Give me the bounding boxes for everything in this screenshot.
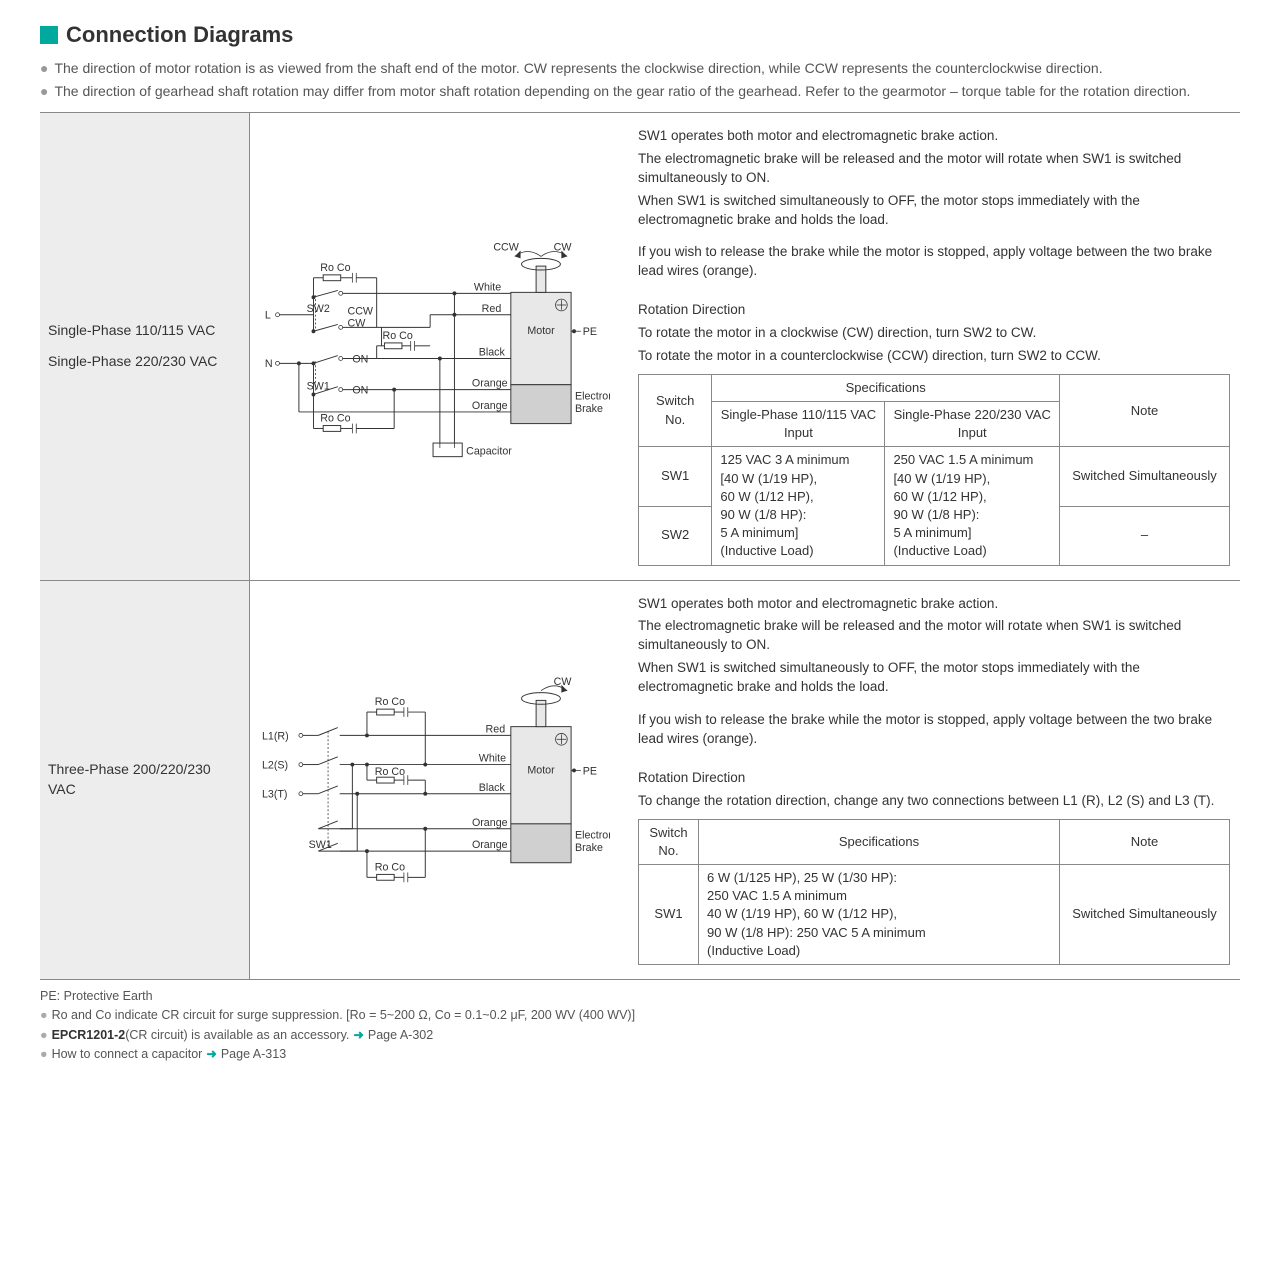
th-switch: Switch No. [639,819,699,864]
svg-text:PE: PE [583,327,597,339]
cell-spec: 6 W (1/125 HP), 25 W (1/30 HP): 250 VAC … [699,864,1060,964]
svg-text:L2(S): L2(S) [262,759,288,771]
svg-text:White: White [479,752,506,764]
svg-text:Orange: Orange [472,839,508,851]
svg-text:Ro Co: Ro Co [375,766,405,778]
cell-sw: SW2 [639,506,712,565]
wiring-diagram: CCW CW Motor PE Electromagnetic Brake L … [250,113,620,580]
th-sub2: Single-Phase 220/230 VAC Input [885,402,1060,447]
spec-table: Switch No. Specifications Note Single-Ph… [638,374,1230,566]
svg-text:Brake: Brake [575,842,603,854]
spec-table: Switch No. Specifications Note SW1 6 W (… [638,819,1230,965]
voltage-label-cell: Three-Phase 200/220/230 VAC [40,581,250,979]
svg-text:CCW: CCW [348,306,374,318]
svg-text:ON: ON [352,385,368,397]
svg-text:L1(R): L1(R) [262,730,289,742]
svg-text:SW1: SW1 [307,381,330,393]
cell-note: Switched Simultaneously [1060,864,1230,964]
cell-note: – [1060,506,1230,565]
svg-text:Electromagnetic: Electromagnetic [575,391,610,403]
svg-text:L3(T): L3(T) [262,788,288,800]
intro-note: ● The direction of gearhead shaft rotati… [40,82,1240,102]
voltage-label: Single-Phase 220/230 VAC [48,352,241,372]
info-text: To change the rotation direction, change… [638,792,1230,811]
svg-text:SW2: SW2 [307,303,330,315]
svg-text:Motor: Motor [527,764,555,776]
svg-text:CCW: CCW [493,242,519,254]
footnote-rc: ●Ro and Co indicate CR circuit for surge… [40,1007,1240,1025]
intro-note: ● The direction of motor rotation is as … [40,59,1240,79]
svg-text:Red: Red [482,303,502,315]
svg-text:Motor: Motor [527,326,555,338]
info-text: When SW1 is switched simultaneously to O… [638,659,1230,697]
svg-text:Orange: Orange [472,378,508,390]
svg-text:Ro Co: Ro Co [383,330,413,342]
th-spec: Specifications [712,374,1060,401]
rotation-heading: Rotation Direction [638,301,1230,320]
info-text: If you wish to release the brake while t… [638,711,1230,749]
cell-note: Switched Simultaneously [1060,447,1230,506]
rotation-heading: Rotation Direction [638,769,1230,788]
footnotes: PE: Protective Earth ●Ro and Co indicate… [40,988,1240,1064]
info-text: The electromagnetic brake will be releas… [638,617,1230,655]
svg-text:Capacitor: Capacitor [466,446,512,458]
svg-text:White: White [474,282,501,294]
section-title: Connection Diagrams [40,20,1240,51]
th-note: Note [1060,819,1230,864]
footnote-cap: ●How to connect a capacitor➜Page A-313 [40,1046,1240,1064]
section-three-phase: Three-Phase 200/220/230 VAC CW Motor PE … [40,581,1240,980]
intro-note-text: The direction of gearhead shaft rotation… [54,82,1240,102]
footnote-pe: PE: Protective Earth [40,988,1240,1006]
th-switch: Switch No. [639,374,712,447]
th-note: Note [1060,374,1230,447]
voltage-label: Three-Phase 200/220/230 VAC [48,760,241,799]
info-text: When SW1 is switched simultaneously to O… [638,192,1230,230]
svg-text:Ro Co: Ro Co [375,861,405,873]
th-sub1: Single-Phase 110/115 VAC Input [712,402,885,447]
svg-text:Brake: Brake [575,403,603,415]
info-text: The electromagnetic brake will be releas… [638,150,1230,188]
svg-text:L: L [265,310,271,322]
svg-text:Ro Co: Ro Co [320,413,350,425]
info-cell: SW1 operates both motor and electromagne… [620,581,1240,979]
voltage-label: Single-Phase 110/115 VAC [48,321,241,341]
info-text: If you wish to release the brake while t… [638,243,1230,281]
svg-text:Electromagnetic: Electromagnetic [575,829,610,841]
cell-spec: 250 VAC 1.5 A minimum [40 W (1/19 HP), 6… [885,447,1060,565]
info-text: SW1 operates both motor and electromagne… [638,595,1230,614]
th-spec: Specifications [699,819,1060,864]
title-accent-square [40,26,58,44]
cell-sw: SW1 [639,864,699,964]
title-text: Connection Diagrams [66,20,293,51]
wiring-diagram-svg: CCW CW Motor PE Electromagnetic Brake L … [260,200,610,492]
svg-text:Black: Black [479,781,506,793]
svg-text:SW1: SW1 [309,839,332,851]
svg-text:PE: PE [583,765,597,777]
svg-text:N: N [265,359,273,371]
svg-text:ON: ON [352,354,368,366]
footnote-epcr: ●EPCR1201-2 (CR circuit) is available as… [40,1027,1240,1045]
svg-text:Ro Co: Ro Co [320,262,350,274]
bullet-icon: ● [40,82,48,102]
svg-text:Red: Red [486,723,506,735]
svg-text:Orange: Orange [472,816,508,828]
voltage-label-cell: Single-Phase 110/115 VAC Single-Phase 22… [40,113,250,580]
section-single-phase: Single-Phase 110/115 VAC Single-Phase 22… [40,113,1240,581]
info-text: SW1 operates both motor and electromagne… [638,127,1230,146]
svg-text:Black: Black [479,347,506,359]
info-text: To rotate the motor in a clockwise (CW) … [638,324,1230,343]
svg-text:CW: CW [554,675,573,687]
intro-note-text: The direction of motor rotation is as vi… [54,59,1240,79]
svg-text:Ro Co: Ro Co [375,696,405,708]
wiring-diagram: CW Motor PE Electromagnetic Brake L1(R) … [250,581,620,979]
info-text: To rotate the motor in a counterclockwis… [638,347,1230,366]
svg-text:CW: CW [554,242,573,254]
bullet-icon: ● [40,59,48,79]
svg-text:Orange: Orange [472,400,508,412]
wiring-diagram-svg: CW Motor PE Electromagnetic Brake L1(R) … [260,644,610,916]
cell-sw: SW1 [639,447,712,506]
cell-spec: 125 VAC 3 A minimum [40 W (1/19 HP), 60 … [712,447,885,565]
info-cell: SW1 operates both motor and electromagne… [620,113,1240,580]
